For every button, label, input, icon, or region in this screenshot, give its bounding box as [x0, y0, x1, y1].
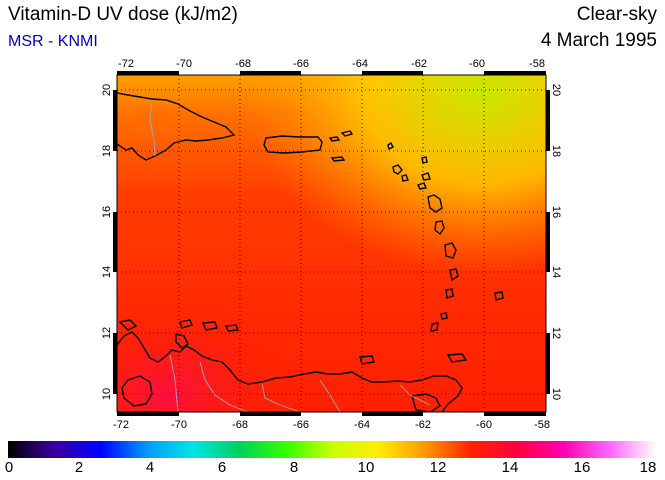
borders: [149, 99, 431, 412]
lat-label-left: 20: [101, 84, 113, 96]
lon-label-top: -60: [469, 58, 485, 70]
colorbar-label: 4: [145, 459, 155, 476]
graticule: [117, 75, 546, 412]
sky-condition: Clear-sky: [576, 4, 657, 25]
map-source: MSR - KNMI: [8, 33, 98, 50]
lon-label-bottom: -60: [476, 419, 492, 431]
colorbar-label: 14: [501, 459, 519, 476]
lon-label-top: -70: [176, 58, 192, 70]
colorbar-label: 10: [357, 459, 375, 476]
colorbar-label: 2: [74, 459, 84, 476]
lat-label-right: 10: [550, 388, 562, 400]
colorbar-label: 18: [639, 459, 657, 476]
lon-label-top: -64: [352, 58, 368, 70]
lon-label-top: -58: [529, 58, 545, 70]
lon-label-top: -66: [293, 58, 309, 70]
map-date: 4 March 1995: [540, 30, 657, 51]
colorbar-label: 0: [4, 459, 14, 476]
lat-label-right: 18: [550, 145, 562, 157]
colorbar-label: 6: [217, 459, 227, 476]
lat-label-right: 12: [550, 327, 562, 339]
lat-label-left: 16: [101, 206, 113, 218]
lat-label-right: 16: [550, 206, 562, 218]
lon-label-bottom: -66: [293, 419, 309, 431]
lon-label-bottom: -68: [232, 419, 248, 431]
lon-label-bottom: -62: [415, 419, 431, 431]
lat-label-left: 14: [101, 266, 113, 278]
colorbar-label: 16: [573, 459, 591, 476]
lon-label-bottom: -70: [171, 419, 187, 431]
lon-label-bottom: -58: [534, 419, 550, 431]
uv-dose-map: -72 -70 -68 -66 -64 -62 -60 -58 -72 -70 …: [101, 58, 562, 431]
lon-label-top: -72: [118, 58, 134, 70]
colorbar-label: 8: [289, 459, 299, 476]
lat-label-left: 10: [101, 388, 113, 400]
uv-field: [117, 75, 546, 412]
colorbar: [8, 441, 656, 458]
colorbar-label: 12: [429, 459, 447, 476]
map-title: Vitamin-D UV dose (kJ/m2): [8, 4, 238, 25]
frame-ticks: [113, 71, 550, 416]
lon-label-bottom: -64: [354, 419, 370, 431]
lon-label-top: -62: [411, 58, 427, 70]
lat-label-right: 20: [550, 84, 562, 96]
lat-label-left: 18: [101, 145, 113, 157]
lat-label-right: 14: [550, 266, 562, 278]
coastlines: [117, 92, 504, 412]
lon-label-bottom: -72: [113, 419, 129, 431]
lon-label-top: -68: [235, 58, 251, 70]
lat-label-left: 12: [101, 327, 113, 339]
